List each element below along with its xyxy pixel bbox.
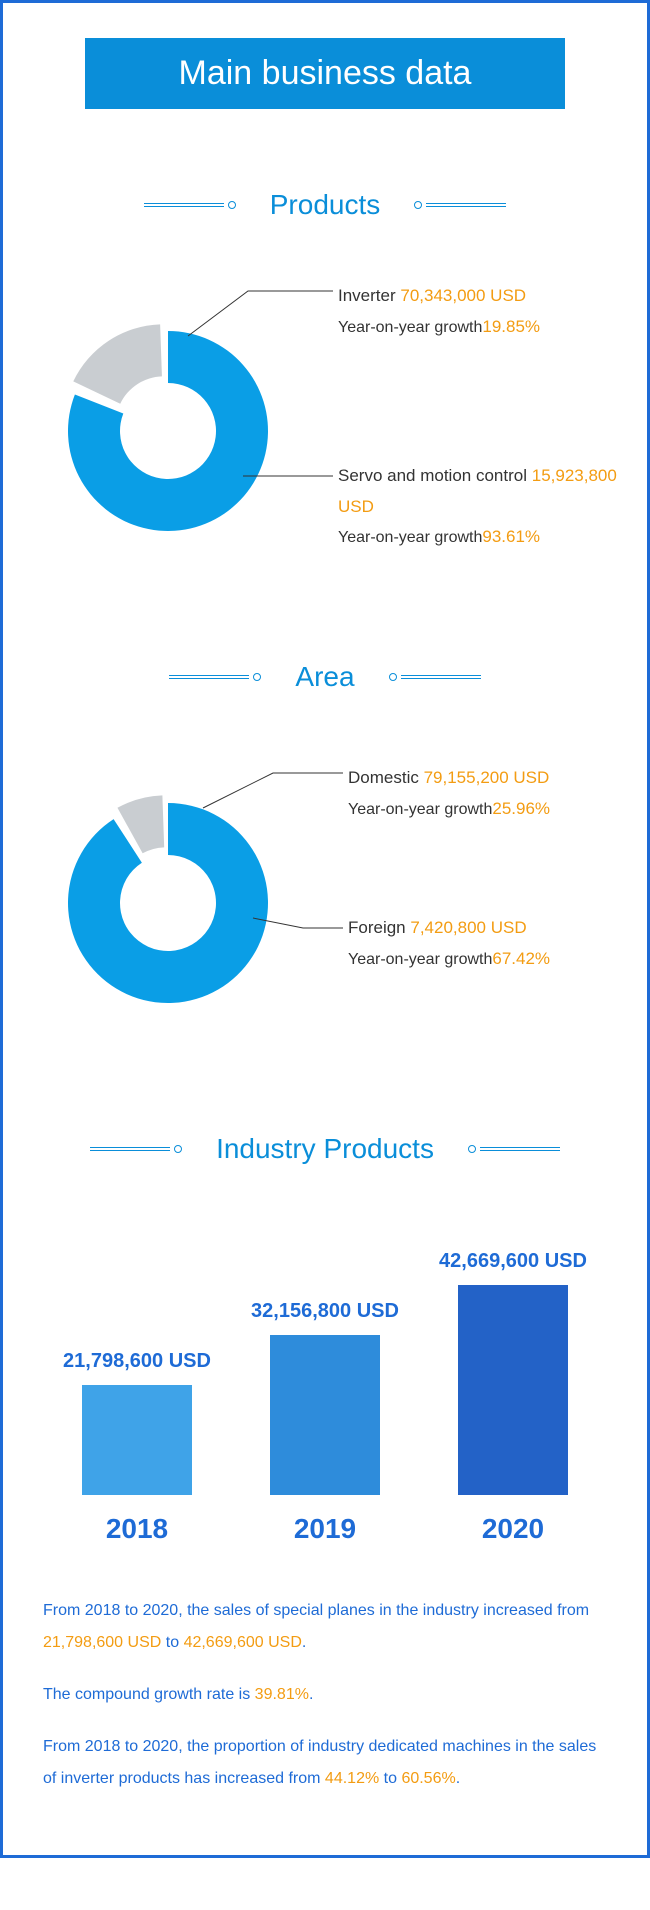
growth-label: Year-on-year growth [348,801,492,818]
narrative-p2: The compound growth rate is 39.81%. [43,1679,607,1711]
bar-item: 42,669,600 USD 2020 [433,1250,593,1545]
narrative-highlight: 60.56% [401,1770,455,1787]
deco-double-line [144,203,224,207]
growth-label: Year-on-year growth [338,319,482,336]
industry-bar-chart: 21,798,600 USD 2018 32,156,800 USD 2019 42,6… [33,1225,617,1545]
slice-name: Domestic [348,768,419,787]
narrative-text: to [166,1634,179,1651]
deco-right [385,673,505,681]
deco-left [145,673,265,681]
deco-circle-icon [228,201,236,209]
narrative-highlight: 39.81% [255,1686,309,1703]
bar-rect [270,1335,380,1495]
narrative-text: From 2018 to 2020, the proportion of ind… [43,1738,596,1787]
donut-label-group: Foreign 7,420,800 USD Year-on-year growth… [348,913,550,974]
growth-label: Year-on-year growth [338,529,482,546]
section-title-industry: Industry Products [206,1133,444,1165]
deco-left [66,1145,186,1153]
section-title-area: Area [285,661,364,693]
donut-label-group: Servo and motion control 15,923,800 USDY… [338,461,647,553]
area-leader-lines [3,733,650,1073]
deco-circle-icon [414,201,422,209]
narrative-text: to [384,1770,397,1787]
narrative-text: . [302,1634,306,1651]
bar-value-label: 42,669,600 USD [439,1250,587,1273]
deco-circle-icon [174,1145,182,1153]
growth-value: 67.42% [492,949,550,968]
bar-item: 32,156,800 USD 2019 [245,1300,405,1545]
slice-name: Inverter [338,286,396,305]
bar-year-label: 2019 [294,1513,356,1545]
deco-double-line [90,1147,170,1151]
deco-double-line [426,203,506,207]
page-container: Main business data Products Inverter 70,… [3,38,647,1855]
narrative-highlight: 44.12% [325,1770,379,1787]
slice-name: Servo and motion control [338,466,527,485]
donut-label-group: Inverter 70,343,000 USD Year-on-year grow… [338,281,540,342]
slice-value: 70,343,000 USD [400,286,526,305]
narrative-p3: From 2018 to 2020, the proportion of ind… [43,1731,607,1795]
section-header-products: Products [3,189,647,221]
page-title: Main business data [179,54,472,92]
bar-value-label: 32,156,800 USD [251,1300,399,1323]
growth-value: 25.96% [492,799,550,818]
bar-year-label: 2018 [106,1513,168,1545]
bar-rect [82,1385,192,1495]
slice-name: Foreign [348,918,406,937]
narrative-block: From 2018 to 2020, the sales of special … [43,1595,607,1795]
deco-circle-icon [468,1145,476,1153]
slice-value: 7,420,800 USD [410,918,526,937]
deco-circle-icon [253,673,261,681]
deco-double-line [480,1147,560,1151]
growth-value: 19.85% [482,317,540,336]
deco-right [410,201,530,209]
narrative-text: From 2018 to 2020, the sales of special … [43,1602,589,1619]
donut-label-group: Domestic 79,155,200 USD Year-on-year grow… [348,763,550,824]
growth-label: Year-on-year growth [348,951,492,968]
page-title-banner: Main business data [85,38,565,109]
deco-double-line [401,675,481,679]
section-title-products: Products [260,189,391,221]
narrative-text: . [309,1686,313,1703]
narrative-highlight: 42,669,600 USD [184,1634,302,1651]
deco-right [464,1145,584,1153]
deco-left [120,201,240,209]
bar-year-label: 2020 [482,1513,544,1545]
bar-item: 21,798,600 USD 2018 [57,1350,217,1545]
section-header-industry: Industry Products [3,1133,647,1165]
products-donut-section: Inverter 70,343,000 USD Year-on-year grow… [3,261,647,601]
deco-double-line [169,675,249,679]
bar-value-label: 21,798,600 USD [63,1350,211,1373]
narrative-p1: From 2018 to 2020, the sales of special … [43,1595,607,1659]
narrative-highlight: 21,798,600 USD [43,1634,161,1651]
narrative-text: The compound growth rate is [43,1686,250,1703]
slice-value: 79,155,200 USD [424,768,550,787]
growth-value: 93.61% [482,527,540,546]
area-donut-section: Domestic 79,155,200 USD Year-on-year grow… [3,733,647,1073]
bar-rect [458,1285,568,1495]
section-header-area: Area [3,661,647,693]
deco-circle-icon [389,673,397,681]
narrative-text: . [456,1770,460,1787]
